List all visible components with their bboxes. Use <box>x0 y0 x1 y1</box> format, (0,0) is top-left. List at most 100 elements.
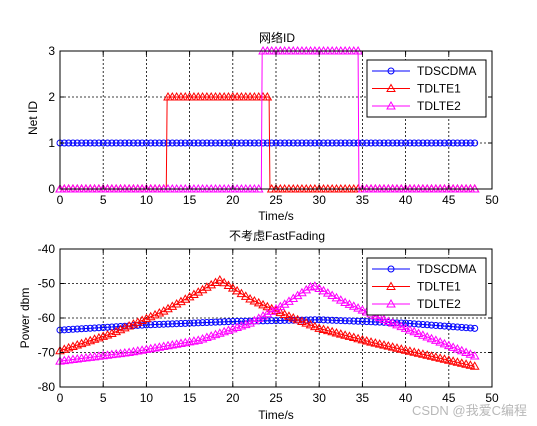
power-plot-data-point-tdscdma <box>449 323 457 331</box>
power-plot-data-point-tdlte1 <box>379 340 389 349</box>
net-id-plot-x-tick-label: 40 <box>399 193 413 207</box>
power-plot-data-point-tdscdma <box>224 318 232 326</box>
net-id-plot-legend-marker <box>386 83 396 92</box>
net-id-plot-x-tick-label: 15 <box>183 193 197 207</box>
net-id-plot-x-tick-label: 5 <box>100 193 107 207</box>
power-plot-data-point-tdlte1 <box>422 350 433 359</box>
power-plot-data-point-tdlte1 <box>344 331 355 340</box>
power-plot-data-point-tdlte2 <box>353 303 363 312</box>
power-plot-data-point-tdlte1 <box>245 294 255 303</box>
net-id-plot-data-point-tdscdma <box>285 139 293 147</box>
power-plot-data-point-tdlte1 <box>119 322 130 332</box>
power-plot-legend-marker <box>386 298 396 308</box>
power-plot-data-point-tdlte2 <box>422 331 433 341</box>
power-plot-x-tick-label: 20 <box>226 391 240 405</box>
power-plot-data-point-tdlte2 <box>400 323 411 332</box>
power-plot: 0 5 10 15 20 25 30 35 40 45 50 -80 -70 -60 -50 -40 TDSCD… <box>38 242 499 405</box>
power-plot-data-point-tdlte2 <box>327 290 338 299</box>
power-plot-data-point-tdlte1 <box>322 325 333 335</box>
power-plot-data-point-tdlte1 <box>340 330 350 339</box>
power-plot-data-point-tdlte1 <box>310 321 320 331</box>
net-id-plot-data-point-tdscdma <box>428 139 436 147</box>
power-plot-data-point-tdlte2 <box>335 295 346 304</box>
power-plot-data-point-tdscdma <box>164 320 172 328</box>
net-id-plot-data-point-tdscdma <box>138 139 146 147</box>
power-plot-data-point-tdlte1 <box>396 344 407 353</box>
power-plot-x-tick-label: 35 <box>356 391 370 405</box>
net-id-plot-data-point-tdscdma <box>108 139 116 147</box>
power-plot-data-point-tdscdma <box>112 323 120 331</box>
power-plot-data-point-tdlte2 <box>253 313 264 322</box>
power-plot-data-point-tdscdma <box>354 317 362 325</box>
net-id-plot-y-axis-title: Net ID <box>26 101 40 135</box>
net-id-plot-data-point-tdscdma <box>311 139 319 147</box>
power-plot-x-tick-label: 30 <box>313 391 327 405</box>
power-plot-data-point-tdlte1 <box>314 323 325 332</box>
power-plot-data-point-tdlte2 <box>245 318 255 327</box>
power-plot-data-point-tdlte1 <box>374 339 385 348</box>
power-plot-data-point-tdscdma <box>341 317 349 325</box>
power-plot-data-point-tdlte2 <box>396 321 407 331</box>
power-plot-legend-marker <box>387 265 395 273</box>
net-id-plot-data-point-tdscdma <box>471 139 479 147</box>
power-plot-data-point-tdscdma <box>432 321 440 329</box>
power-plot-data-point-tdscdma <box>363 318 371 326</box>
power-plot-x-tick-label: 0 <box>57 391 64 405</box>
power-plot-data-point-tdscdma <box>216 318 224 326</box>
power-plot-data-point-tdlte2 <box>448 342 458 351</box>
power-plot-data-point-tdscdma <box>60 326 68 334</box>
net-id-plot-title: 网络ID <box>259 30 295 45</box>
power-plot-y-axis-title: Power dbm <box>18 288 32 349</box>
power-plot-data-point-tdscdma <box>445 322 453 330</box>
power-plot-data-point-tdscdma <box>415 320 423 328</box>
net-id-plot-data-point-tdscdma <box>250 139 258 147</box>
power-plot-data-point-tdscdma <box>212 318 220 326</box>
power-plot-data-point-tdscdma <box>350 317 358 325</box>
net-id-plot-data-point-tdscdma <box>315 139 323 147</box>
power-plot-data-point-tdlte1 <box>297 316 307 325</box>
power-plot-data-point-tdlte1 <box>461 359 471 368</box>
net-id-plot-data-point-tdscdma <box>272 139 280 147</box>
net-id-plot-data-point-tdscdma <box>350 139 358 147</box>
power-plot-data-point-tdscdma <box>263 317 271 325</box>
power-plot-y-tick-label: -70 <box>38 346 56 360</box>
power-plot-data-point-tdscdma <box>466 324 474 332</box>
power-plot-data-point-tdlte1 <box>240 291 251 300</box>
power-plot-data-point-tdlte1 <box>210 277 221 286</box>
power-plot-data-point-tdlte1 <box>361 335 372 345</box>
net-id-plot-x-tick-label: 30 <box>313 193 327 207</box>
net-id-plot-y-tick-label: 0 <box>48 182 55 196</box>
net-id-plot-data-point-tdscdma <box>462 139 470 147</box>
net-id-plot-data-point-tdscdma <box>320 139 328 147</box>
net-id-plot-y-tick-label: 2 <box>48 90 55 104</box>
power-plot-data-point-tdscdma <box>423 321 431 329</box>
power-plot-data-point-tdscdma <box>207 318 215 326</box>
net-id-plot-data-point-tdscdma <box>194 139 202 147</box>
power-plot-data-point-tdlte1 <box>219 277 230 287</box>
net-id-plot-data-point-tdscdma <box>69 139 77 147</box>
power-plot-data-point-tdlte1 <box>413 348 424 357</box>
power-plot-legend-label: TDSCDMA <box>417 262 476 276</box>
net-id-plot-data-point-tdscdma <box>177 139 185 147</box>
net-id-plot-data-point-tdscdma <box>78 139 86 147</box>
power-plot-data-point-tdlte1 <box>305 319 316 329</box>
net-id-plot-data-point-tdscdma <box>371 139 379 147</box>
net-id-plot-data-point-tdscdma <box>389 139 397 147</box>
power-plot-data-point-tdlte1 <box>197 284 208 294</box>
power-plot-data-point-tdlte1 <box>348 332 359 342</box>
power-plot-title: 不考虑FastFading <box>229 229 325 243</box>
net-id-plot-data-point-tdscdma <box>363 139 371 147</box>
net-id-plot-data-point-tdscdma <box>186 139 194 147</box>
net-id-plot-data-point-tdscdma <box>302 139 310 147</box>
power-plot-data-point-tdlte1 <box>214 275 225 284</box>
power-plot-data-point-tdlte1 <box>279 309 290 319</box>
net-id-plot-data-point-tdscdma <box>298 139 306 147</box>
power-plot-data-point-tdlte1 <box>171 298 182 308</box>
power-plot-data-point-tdlte1 <box>366 337 376 346</box>
net-id-plot-data-point-tdscdma <box>458 139 466 147</box>
power-plot-data-point-tdscdma <box>436 322 444 330</box>
power-plot-data-point-tdlte2 <box>322 288 333 297</box>
power-plot-data-point-tdlte1 <box>400 345 411 354</box>
net-id-plot-data-point-tdscdma <box>445 139 453 147</box>
